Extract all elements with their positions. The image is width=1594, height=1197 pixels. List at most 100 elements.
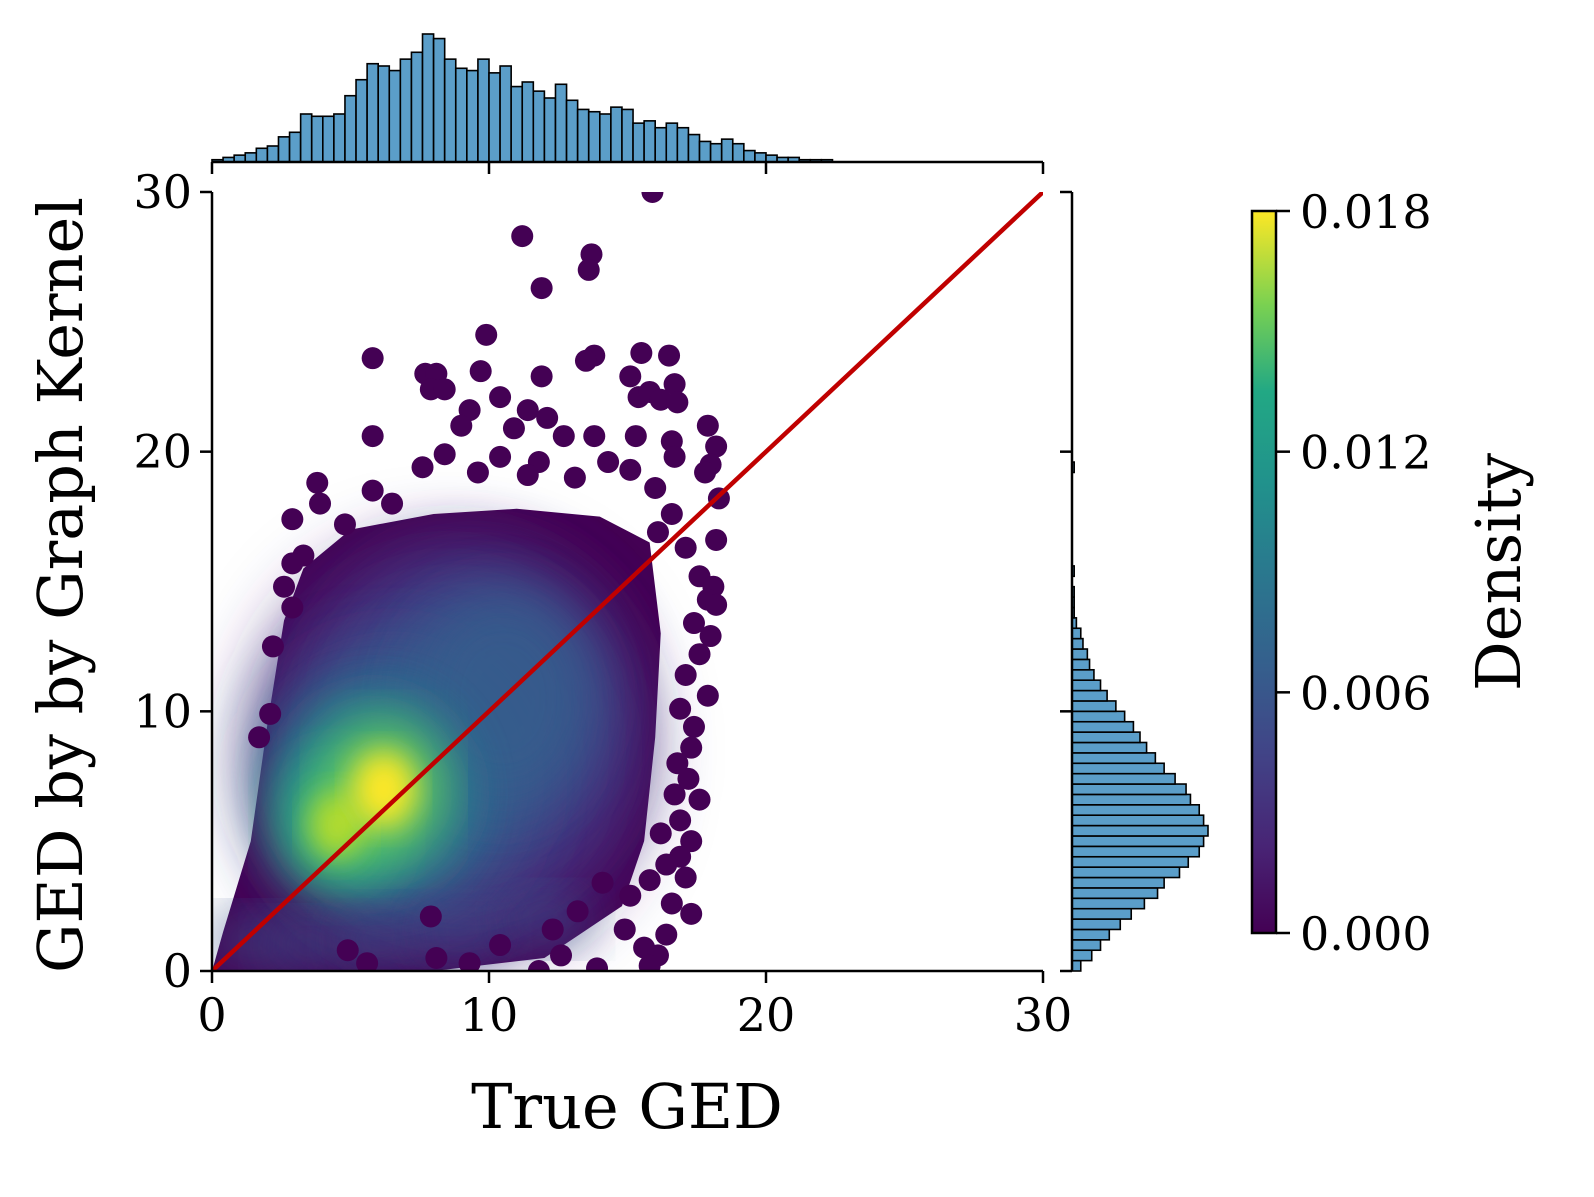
density-layer-8 — [353, 752, 415, 826]
outlier-point — [411, 456, 434, 479]
outlier-point — [619, 884, 642, 907]
top-hist-bar — [321, 115, 335, 163]
outlier-point — [638, 869, 661, 892]
top-hist-bar — [731, 142, 745, 163]
top-hist-bar — [454, 67, 468, 163]
y-tick-label: 0 — [163, 944, 192, 998]
right-hist-bar — [1071, 918, 1122, 931]
right-hist-bar — [1071, 679, 1102, 692]
y-tick-label: 10 — [133, 684, 192, 738]
x-axis-ticks: 0 10 20 30 — [197, 971, 1072, 1042]
top-hist-bar — [676, 126, 690, 163]
outlier-point — [261, 635, 284, 658]
right-hist-bar — [1071, 959, 1082, 972]
right-hist-bar — [1071, 720, 1135, 733]
top-hist-bar — [576, 108, 590, 163]
top-hist-bar — [521, 81, 535, 163]
outlier-point — [281, 552, 304, 575]
colorbar: 0.000 0.006 0.012 0.018 Density — [1250, 185, 1535, 961]
top-hist-bar — [288, 131, 302, 163]
outlier-point — [677, 767, 700, 790]
outlier-point — [281, 596, 304, 619]
top-hist-bar — [310, 115, 324, 163]
top-histogram-ticks — [210, 162, 1045, 174]
outlier-point — [674, 663, 697, 686]
outlier-point — [530, 365, 553, 388]
top-hist-bar — [443, 58, 457, 163]
outlier-point — [566, 900, 589, 923]
outlier-point — [516, 464, 539, 487]
outlier-point — [624, 425, 647, 448]
outlier-point — [669, 809, 692, 832]
top-hist-bar — [543, 97, 557, 163]
top-hist-bar — [421, 33, 435, 163]
outlier-point — [655, 853, 678, 876]
top-hist-bar — [399, 58, 413, 163]
outlier-point — [550, 944, 573, 967]
outlier-point — [475, 323, 498, 346]
identity-reference-line — [212, 192, 1043, 971]
outlier-point — [536, 406, 559, 429]
outlier-point — [248, 726, 271, 749]
right-hist-bar — [1071, 772, 1176, 785]
right-hist-bar — [1071, 866, 1181, 879]
top-hist-bar — [632, 122, 645, 163]
right-hist-bar — [1071, 887, 1159, 900]
outlier-point — [705, 435, 728, 458]
colorbar-title: Density — [1462, 453, 1535, 691]
outlier-point — [586, 957, 609, 971]
outlier-point — [458, 952, 481, 971]
top-hist-bar — [720, 138, 734, 163]
top-hist-bar — [477, 58, 490, 163]
outlier-point — [644, 477, 667, 500]
right-hist-bar — [1071, 897, 1146, 910]
right-histogram-ticks — [1060, 190, 1072, 973]
density-lowband-1 — [264, 919, 354, 971]
outlier-point — [696, 414, 719, 437]
right-hist-bar — [1071, 939, 1102, 952]
outlier-point — [361, 479, 384, 502]
outlier-point — [682, 715, 705, 738]
right-hist-bar — [1071, 731, 1141, 744]
top-hist-bar — [255, 147, 269, 163]
right-hist-bar — [1071, 835, 1205, 848]
outlier-point — [530, 277, 553, 300]
outlier-point — [259, 702, 282, 725]
outlier-point — [309, 492, 332, 515]
outlier-point — [705, 593, 728, 616]
top-hist-bar — [266, 145, 280, 163]
outlier-point — [381, 492, 404, 515]
outlier-point — [660, 892, 683, 915]
outlier-point — [688, 643, 711, 666]
outlier-point — [655, 923, 678, 946]
outlier-point — [688, 788, 711, 811]
outlier-point — [619, 458, 642, 481]
top-hist-bar — [510, 85, 524, 163]
outlier-point — [638, 954, 661, 971]
colorbar-gradient — [1250, 209, 1278, 935]
outlier-point — [663, 445, 686, 468]
main-axes — [210, 192, 1043, 973]
outlier-point — [433, 443, 456, 466]
outlier-point — [674, 866, 697, 889]
outlier-point — [705, 528, 728, 551]
x-tick-label: 10 — [460, 988, 519, 1042]
right-hist-bar — [1071, 752, 1157, 765]
top-hist-bar — [466, 69, 479, 163]
right-marginal-histogram — [1071, 461, 1209, 972]
density-lowband-4 — [500, 893, 589, 946]
x-tick-label: 20 — [737, 988, 796, 1042]
top-hist-bar — [388, 69, 402, 163]
top-marginal-histogram — [211, 33, 834, 163]
outlier-point — [649, 822, 672, 845]
top-hist-bar — [665, 122, 679, 163]
top-hist-bar — [499, 65, 512, 163]
outlier-point — [613, 918, 636, 941]
top-hist-bar — [277, 136, 291, 163]
outlier-point — [306, 471, 329, 494]
right-hist-bar — [1071, 741, 1148, 754]
outlier-point — [450, 414, 473, 437]
top-hist-bar — [366, 62, 379, 163]
outlier-point — [361, 347, 384, 370]
